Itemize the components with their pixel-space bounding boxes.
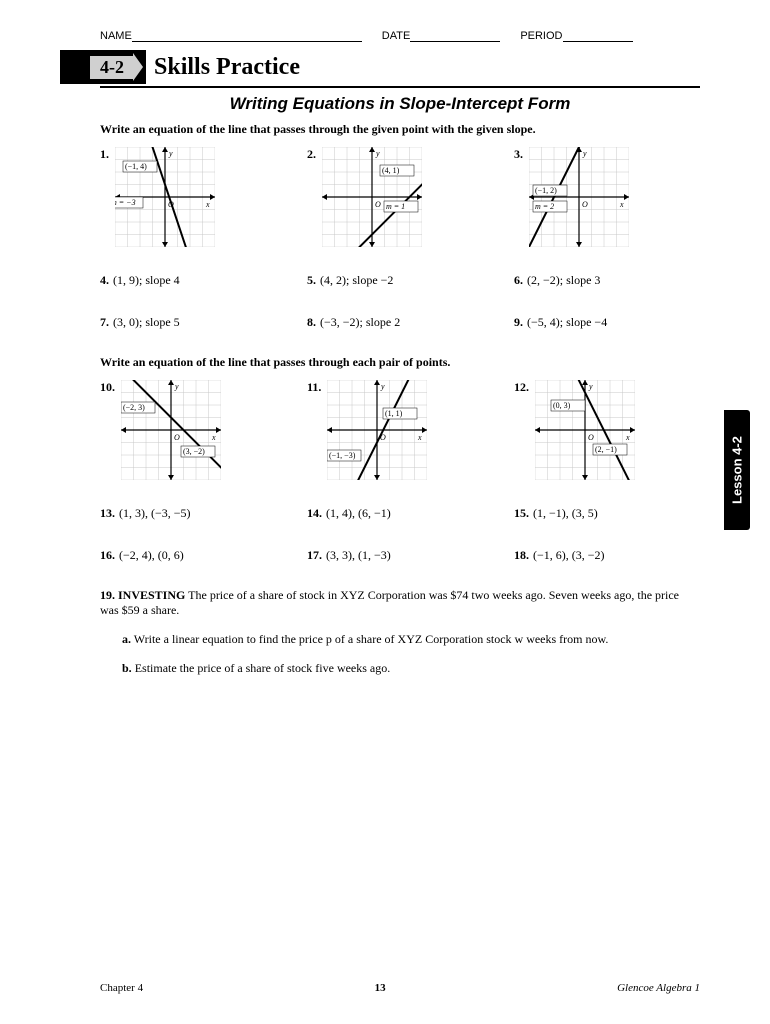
svg-text:O: O: [582, 200, 588, 209]
svg-text:y: y: [375, 149, 380, 158]
prob-num: 1.: [100, 147, 109, 162]
name-blank[interactable]: [132, 30, 362, 42]
prob-num: 10.: [100, 380, 115, 395]
graph-problem: 1. y x O (−1, 4) m = −3: [100, 147, 286, 247]
coordinate-graph: y x O (−1, 4) m = −3: [115, 147, 215, 247]
graph-row-2: 10. y x O (−2, 3) (3, −2) 11.: [100, 380, 700, 480]
text-prob: 14. (1, 4), (6, −1): [307, 504, 493, 522]
svg-text:(4, 1): (4, 1): [382, 166, 400, 175]
svg-text:x: x: [619, 200, 624, 209]
date-blank[interactable]: [410, 30, 500, 42]
coordinate-graph: y x O (−2, 3) (3, −2): [121, 380, 221, 480]
svg-text:y: y: [168, 149, 173, 158]
svg-text:(0, 3): (0, 3): [553, 401, 571, 410]
svg-text:x: x: [625, 433, 630, 442]
prob-num: 11.: [307, 380, 321, 395]
text-prob: 9. (−5, 4); slope −4: [514, 313, 700, 331]
text-prob: 8. (−3, −2); slope 2: [307, 313, 493, 331]
prob-19a-text: Write a linear equation to find the pric…: [134, 632, 609, 646]
worksheet-subtitle: Writing Equations in Slope-Intercept For…: [100, 94, 700, 114]
graph-row-1: 1. y x O (−1, 4) m = −3 2.: [100, 147, 700, 247]
worksheet-page: NAME DATE PERIOD 4-2 Skills Practice Wri…: [0, 0, 770, 1024]
graph-problem: 11. y x O (1, 1) (−1, −3): [307, 380, 493, 480]
graph-problem: 12. y x O (0, 3) (2, −1): [514, 380, 700, 480]
period-label: PERIOD: [520, 30, 562, 42]
svg-text:x: x: [417, 433, 422, 442]
footer-page: 13: [375, 982, 386, 994]
svg-text:m = 1: m = 1: [386, 202, 405, 211]
svg-text:m = 2: m = 2: [535, 202, 554, 211]
svg-text:x: x: [205, 200, 210, 209]
date-label: DATE: [382, 30, 411, 42]
coordinate-graph: y x O (4, 1)m = 1: [322, 147, 422, 247]
word-problem-19: 19. INVESTING The price of a share of st…: [100, 588, 700, 618]
svg-text:O: O: [588, 433, 594, 442]
instruction-2: Write an equation of the line that passe…: [100, 355, 700, 370]
prob-19b-text: Estimate the price of a share of stock f…: [135, 661, 391, 675]
text-prob: 16. (−2, 4), (0, 6): [100, 546, 286, 564]
svg-text:(3, −2): (3, −2): [183, 447, 205, 456]
text-problems-a: 4. (1, 9); slope 4 5. (4, 2); slope −2 6. …: [100, 271, 700, 331]
prob-19b: b. Estimate the price of a share of stoc…: [122, 661, 700, 676]
prob-num: 12.: [514, 380, 529, 395]
prob-19-title: INVESTING: [118, 588, 185, 602]
svg-text:x: x: [211, 433, 216, 442]
svg-text:(−1, −3): (−1, −3): [329, 451, 356, 460]
prob-num: 2.: [307, 147, 316, 162]
svg-text:y: y: [380, 382, 385, 391]
svg-text:O: O: [375, 200, 381, 209]
instruction-1: Write an equation of the line that passe…: [100, 122, 700, 137]
coordinate-graph: y x O (0, 3) (2, −1): [535, 380, 635, 480]
coordinate-graph: y x O (1, 1) (−1, −3): [327, 380, 427, 480]
text-prob-row: 7. (3, 0); slope 5 8. (−3, −2); slope 2 9.…: [100, 313, 700, 331]
graph-problem: 10. y x O (−2, 3) (3, −2): [100, 380, 286, 480]
prob-19-text: The price of a share of stock in XYZ Cor…: [100, 588, 679, 617]
svg-text:(−1, 2): (−1, 2): [535, 186, 557, 195]
text-prob: 7. (3, 0); slope 5: [100, 313, 286, 331]
svg-text:(1, 1): (1, 1): [385, 409, 403, 418]
lesson-banner: 4-2 Skills Practice: [100, 50, 700, 84]
text-prob-row: 13. (1, 3), (−3, −5) 14. (1, 4), (6, −1) 1…: [100, 504, 700, 522]
svg-text:O: O: [174, 433, 180, 442]
graph-problem: 2. y x O (4, 1)m = 1: [307, 147, 493, 247]
text-prob: 13. (1, 3), (−3, −5): [100, 504, 286, 522]
header-fields: NAME DATE PERIOD: [100, 30, 700, 42]
text-prob: 18. (−1, 6), (3, −2): [514, 546, 700, 564]
svg-text:y: y: [582, 149, 587, 158]
svg-text:y: y: [174, 382, 179, 391]
svg-text:m = −3: m = −3: [115, 198, 136, 207]
svg-text:(2, −1): (2, −1): [595, 445, 617, 454]
text-prob: 5. (4, 2); slope −2: [307, 271, 493, 289]
text-prob-row: 16. (−2, 4), (0, 6) 17. (3, 3), (1, −3) 18…: [100, 546, 700, 564]
lesson-number: 4-2: [90, 56, 134, 79]
name-label: NAME: [100, 30, 132, 42]
text-prob: 6. (2, −2); slope 3: [514, 271, 700, 289]
page-footer: Chapter 4 13 Glencoe Algebra 1: [100, 982, 700, 994]
footer-book: Glencoe Algebra 1: [617, 982, 700, 994]
svg-text:(−1, 4): (−1, 4): [125, 162, 147, 171]
period-blank[interactable]: [563, 30, 633, 42]
svg-text:O: O: [168, 200, 174, 209]
svg-text:(−2, 3): (−2, 3): [123, 403, 145, 412]
text-prob: 17. (3, 3), (1, −3): [307, 546, 493, 564]
lesson-side-tab: Lesson 4-2: [724, 410, 750, 530]
svg-text:y: y: [588, 382, 593, 391]
prob-19a: a. Write a linear equation to find the p…: [122, 632, 700, 647]
graph-problem: 3. y x O (−1, 2) m = 2: [514, 147, 700, 247]
text-prob: 4. (1, 9); slope 4: [100, 271, 286, 289]
prob-19-num: 19.: [100, 588, 115, 602]
skills-practice-title: Skills Practice: [154, 54, 300, 81]
banner-underline: [100, 86, 700, 88]
text-prob: 15. (1, −1), (3, 5): [514, 504, 700, 522]
footer-chapter: Chapter 4: [100, 982, 143, 994]
text-problems-b: 13. (1, 3), (−3, −5) 14. (1, 4), (6, −1) 1…: [100, 504, 700, 564]
coordinate-graph: y x O (−1, 2) m = 2: [529, 147, 629, 247]
prob-num: 3.: [514, 147, 523, 162]
svg-text:O: O: [380, 433, 386, 442]
text-prob-row: 4. (1, 9); slope 4 5. (4, 2); slope −2 6. …: [100, 271, 700, 289]
